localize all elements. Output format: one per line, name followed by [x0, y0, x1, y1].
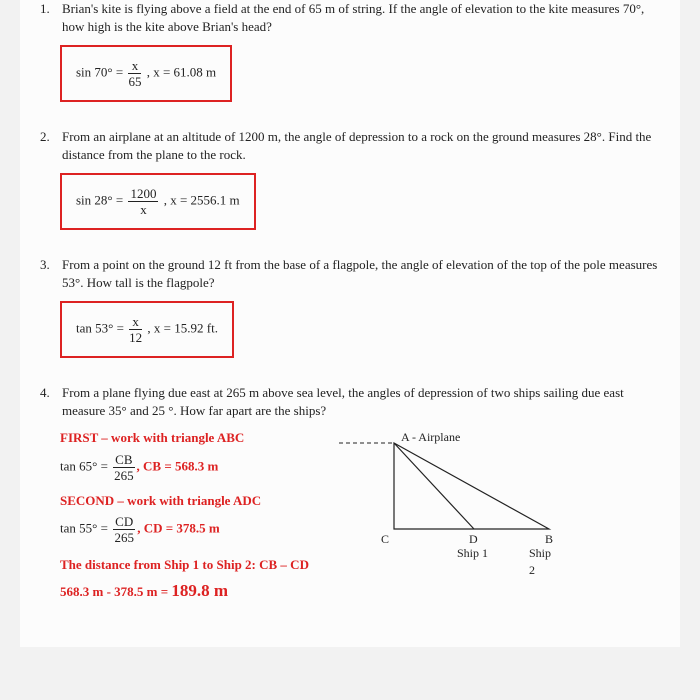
frac-bot: 265: [113, 468, 134, 482]
triangle-diagram: A - Airplane C D B Ship 1 Ship 2: [339, 429, 559, 569]
label-ship1: Ship 1: [457, 545, 488, 561]
worksheet-page: 1. Brian's kite is flying above a field …: [20, 0, 680, 647]
frac-bot: 265: [113, 530, 135, 544]
ans-func: tan 53° =: [76, 321, 124, 336]
step1-eq: tan 65° = CB 265 , CB = 568.3 m: [60, 453, 309, 482]
frac-top: x: [129, 315, 142, 330]
solution-4: FIRST – work with triangle ABC tan 65° =…: [60, 429, 660, 609]
question-4: 4. From a plane flying due east at 265 m…: [40, 384, 660, 419]
label-ship2: Ship 2: [529, 545, 559, 577]
step2-func: tan 55° =: [60, 521, 108, 536]
ans-result: , x = 15.92 ft.: [147, 321, 218, 336]
problem-1: 1. Brian's kite is flying above a field …: [40, 0, 660, 110]
fraction: x 12: [129, 315, 142, 344]
label-A: A - Airplane: [401, 429, 460, 445]
ans-result: , x = 61.08 m: [147, 65, 216, 80]
q-text: From a point on the ground 12 ft from th…: [62, 256, 660, 291]
step1-func: tan 65° =: [60, 458, 108, 473]
q-num: 2.: [40, 128, 62, 163]
q-text: From a plane flying due east at 265 m ab…: [62, 384, 660, 419]
q-num: 4.: [40, 384, 62, 419]
answer-box-2: sin 28° = 1200 x , x = 2556.1 m: [60, 173, 256, 230]
step1-title: FIRST – work with triangle ABC: [60, 429, 309, 447]
problem-4: 4. From a plane flying due east at 265 m…: [40, 384, 660, 609]
label-C: C: [381, 531, 389, 547]
q-text: Brian's kite is flying above a field at …: [62, 0, 660, 35]
problem-3: 3. From a point on the ground 12 ft from…: [40, 256, 660, 366]
answer-box-1: sin 70° = x 65 , x = 61.08 m: [60, 45, 232, 102]
fraction: 1200 x: [128, 187, 158, 216]
question-3: 3. From a point on the ground 12 ft from…: [40, 256, 660, 291]
fraction: x 65: [128, 59, 141, 88]
step2-res: , CD = 378.5 m: [137, 521, 220, 536]
q-num: 1.: [40, 0, 62, 35]
fraction: CB 265: [113, 453, 134, 482]
question-2: 2. From an airplane at an altitude of 12…: [40, 128, 660, 163]
frac-top: CB: [113, 453, 134, 468]
work-steps: FIRST – work with triangle ABC tan 65° =…: [60, 429, 309, 609]
step1-res: , CB = 568.3 m: [137, 458, 219, 473]
problem-2: 2. From an airplane at an altitude of 12…: [40, 128, 660, 238]
final-2: 568.3 m - 378.5 m = 189.8 m: [60, 580, 309, 603]
q-text: From an airplane at an altitude of 1200 …: [62, 128, 660, 163]
frac-top: 1200: [128, 187, 158, 202]
fraction: CD 265: [113, 515, 135, 544]
diagram-svg: [339, 429, 559, 549]
step2-eq: tan 55° = CD 265 , CD = 378.5 m: [60, 515, 309, 544]
ans-func: sin 28° =: [76, 193, 123, 208]
final-2b: 189.8 m: [171, 581, 228, 600]
question-1: 1. Brian's kite is flying above a field …: [40, 0, 660, 35]
frac-bot: 65: [128, 74, 141, 88]
answer-box-3: tan 53° = x 12 , x = 15.92 ft.: [60, 301, 234, 358]
ans-result: , x = 2556.1 m: [164, 193, 240, 208]
final-1: The distance from Ship 1 to Ship 2: CB –…: [60, 556, 309, 574]
frac-bot: 12: [129, 330, 142, 344]
frac-top: CD: [113, 515, 135, 530]
ans-func: sin 70° =: [76, 65, 123, 80]
frac-bot: x: [128, 202, 158, 216]
frac-top: x: [128, 59, 141, 74]
step2-title: SECOND – work with triangle ADC: [60, 492, 309, 510]
final-2a: 568.3 m - 378.5 m =: [60, 584, 171, 599]
q-num: 3.: [40, 256, 62, 291]
